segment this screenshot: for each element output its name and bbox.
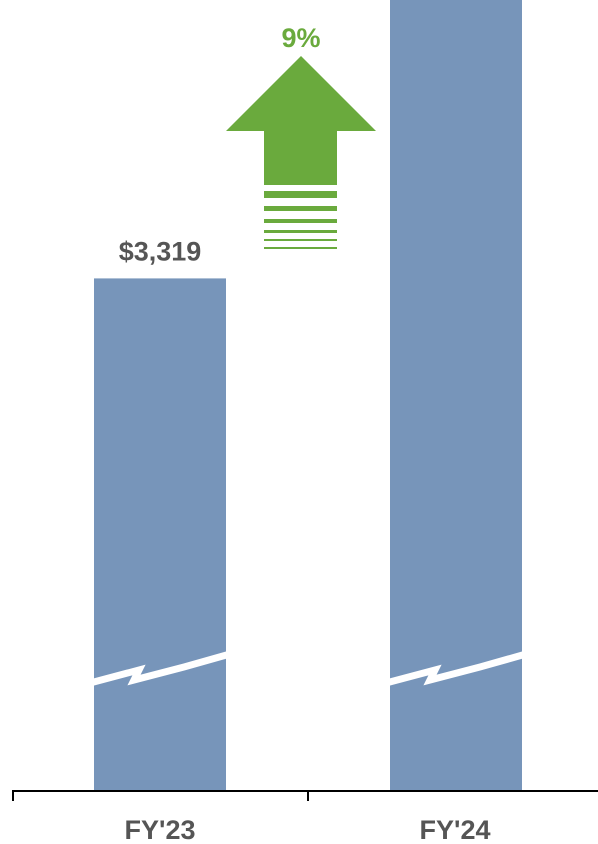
x-tick-labels: FY'23 FY'24: [125, 815, 491, 844]
growth-arrow-icon: [226, 56, 376, 249]
axis-break-mark: [385, 650, 527, 687]
growth-arrow-stripe: [264, 206, 337, 211]
x-tick-label: FY'24: [420, 815, 491, 844]
growth-arrow-stripe: [264, 191, 337, 198]
value-labels: $3,319$3,609: [119, 236, 202, 266]
growth-arrow-head: [226, 56, 376, 185]
bar-value-label: $3,319: [119, 236, 202, 266]
x-axis: [12, 790, 598, 801]
bars-layer: [94, 0, 522, 791]
growth-arrow-stripe: [264, 219, 337, 223]
axis-breaks: [89, 650, 527, 687]
growth-arrow-stripe: [264, 247, 337, 249]
growth-arrow-stripe: [264, 239, 337, 241]
growth-arrow-stripe: [264, 230, 337, 233]
growth-percent-label: 9%: [281, 23, 320, 53]
x-tick-label: FY'23: [125, 815, 196, 844]
bar: [94, 278, 226, 791]
axis-break-mark: [89, 650, 231, 687]
